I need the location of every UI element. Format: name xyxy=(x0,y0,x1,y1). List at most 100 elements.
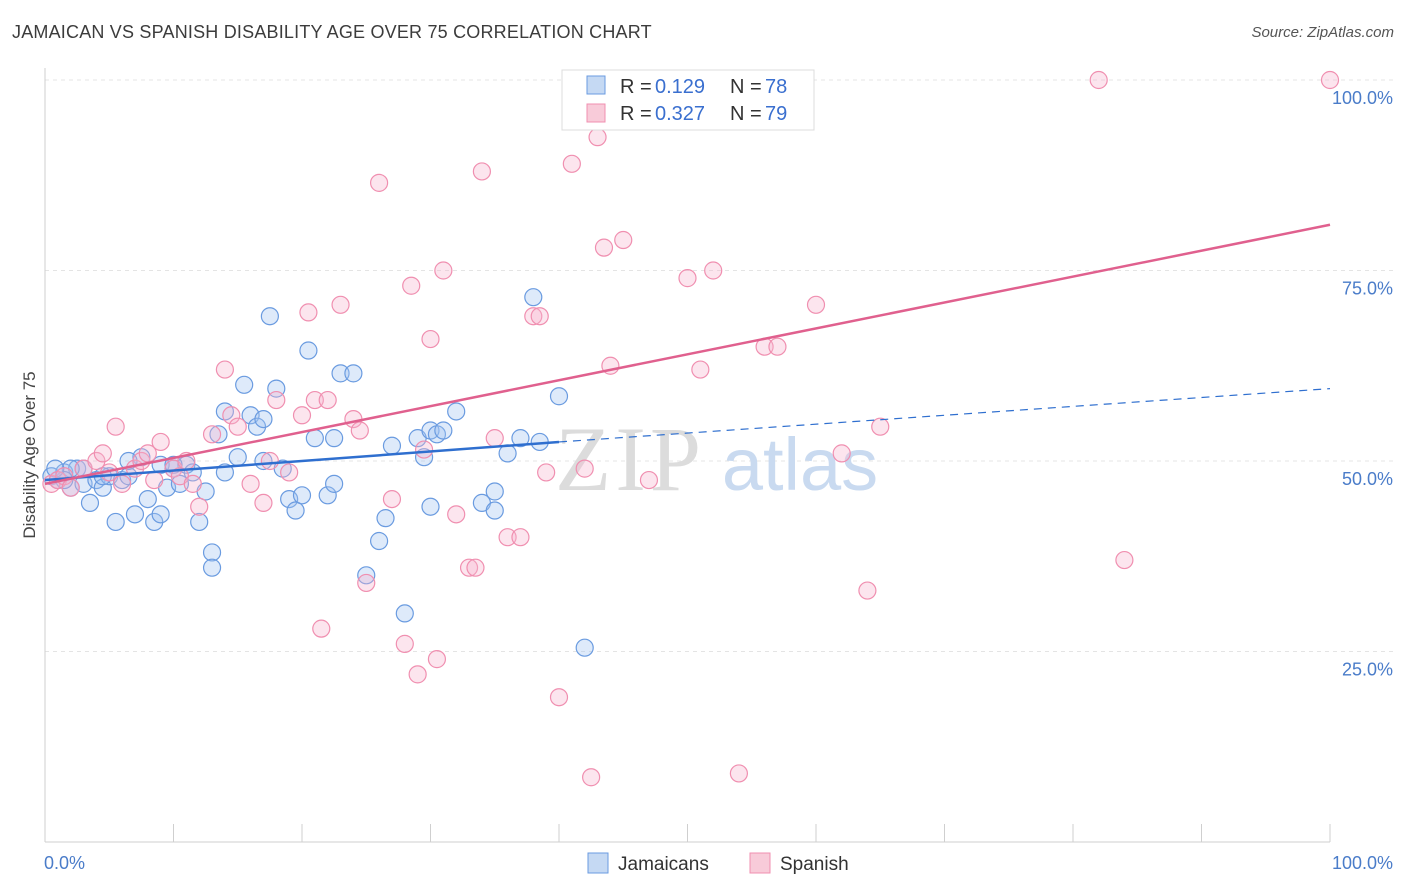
spanish-point xyxy=(395,634,414,653)
spanish-point xyxy=(1320,70,1340,90)
spanish-point xyxy=(292,406,312,425)
legend-spanish-r-label: R = xyxy=(620,103,652,125)
watermark-atlas: atlas xyxy=(722,423,878,506)
chart-title: JAMAICAN VS SPANISH DISABILITY AGE OVER … xyxy=(12,22,652,42)
spanish-point xyxy=(350,421,369,440)
jamaicans-trend-line xyxy=(44,440,560,482)
spanish-point xyxy=(222,406,241,425)
spanish-point xyxy=(832,444,851,463)
y-tick-label: 50.0% xyxy=(1342,469,1393,489)
spanish-point xyxy=(485,429,504,448)
jamaicans-point xyxy=(190,512,209,532)
spanish-point xyxy=(582,768,601,787)
jamaicans-point xyxy=(228,448,247,467)
jamaicans-point xyxy=(549,387,569,406)
spanish-point xyxy=(575,459,594,478)
spanish-point xyxy=(871,417,890,436)
y-tick-label: 100.0% xyxy=(1332,88,1393,108)
jamaicans-point xyxy=(511,429,530,448)
jamaicans-point xyxy=(434,421,453,440)
spanish-point xyxy=(228,417,247,436)
legend-spanish-r-value: 0.327 xyxy=(655,103,705,125)
trend-lines xyxy=(44,223,1331,486)
spanish-point xyxy=(202,425,222,444)
jamaicans-point xyxy=(331,364,350,383)
spanish-point xyxy=(549,688,569,707)
spanish-point xyxy=(370,173,389,192)
gridlines xyxy=(45,79,1395,652)
jamaicans-point xyxy=(421,497,440,516)
spanish-point xyxy=(357,573,376,593)
spanish-point xyxy=(215,360,234,379)
jamaicans-point xyxy=(145,512,164,532)
spanish-point xyxy=(729,764,749,783)
jamaicans-point xyxy=(485,501,504,520)
spanish-point xyxy=(331,295,350,314)
spanish-point xyxy=(434,261,453,280)
jamaicans-point xyxy=(376,509,395,528)
spanish-point xyxy=(106,417,125,436)
jamaicans-point xyxy=(325,474,344,493)
spanish-point xyxy=(402,276,421,295)
spanish-point xyxy=(61,478,80,497)
spanish-point xyxy=(1115,550,1134,570)
jamaicans-trend-extension xyxy=(558,388,1331,443)
spanish-point xyxy=(382,490,402,509)
legend-spanish-n-label: N = xyxy=(730,103,762,125)
spanish-point xyxy=(691,360,710,379)
spanish-point xyxy=(312,619,331,638)
legend-jamaicans-r-label: R = xyxy=(620,76,652,98)
jamaicans-point xyxy=(395,604,414,623)
bottom-legend-jamaicans-label: Jamaicans xyxy=(618,854,709,875)
jamaicans-point xyxy=(209,425,228,444)
jamaicans-point xyxy=(106,512,125,532)
spanish-point xyxy=(537,463,556,482)
jamaicans-point xyxy=(260,307,279,326)
jamaicans-point xyxy=(202,543,222,562)
x-tick-max: 100.0% xyxy=(1332,853,1393,873)
spanish-point xyxy=(806,295,826,314)
legend-jamaicans-n-value: 78 xyxy=(765,76,787,98)
jamaicans-point xyxy=(325,429,344,448)
jamaicans-point xyxy=(247,417,267,436)
spanish-point xyxy=(459,558,479,577)
spanish-point xyxy=(588,128,607,147)
bottom-legend-spanish-swatch xyxy=(749,852,771,874)
spanish-point xyxy=(421,329,440,349)
y-tick-label: 75.0% xyxy=(1342,279,1393,299)
spanish-point xyxy=(190,497,209,516)
spanish-point xyxy=(472,162,491,181)
spanish-point xyxy=(614,230,633,250)
jamaicans-point xyxy=(357,566,376,585)
top-legend: R = 0.129 N = 78 R = 0.327 N = 79 xyxy=(561,69,815,131)
spanish-point xyxy=(254,493,273,513)
spanish-point xyxy=(1089,70,1108,90)
spanish-point xyxy=(511,528,530,547)
jamaicans-point xyxy=(575,638,594,657)
jamaicans-point xyxy=(138,490,157,509)
spanish-point xyxy=(704,261,723,280)
spanish-trend-line xyxy=(44,223,1331,486)
jamaicans-point xyxy=(151,505,170,524)
bottom-legend: Jamaicans Spanish xyxy=(587,852,849,875)
spanish-point xyxy=(524,307,543,326)
spanish-point xyxy=(562,154,581,173)
watermark: ZIP atlas xyxy=(555,408,878,510)
spanish-point xyxy=(408,665,427,684)
spanish-point xyxy=(112,474,132,493)
jamaicans-point xyxy=(370,531,389,551)
spanish-point xyxy=(151,432,170,452)
spanish-point xyxy=(93,444,112,463)
chart-source: Source: ZipAtlas.com xyxy=(1251,24,1394,41)
spanish-point xyxy=(414,440,434,459)
legend-jamaicans-n-label: N = xyxy=(730,76,762,98)
jamaicans-point xyxy=(286,501,305,520)
spanish-point xyxy=(447,505,466,524)
jamaicans-point xyxy=(202,558,222,577)
jamaicans-point xyxy=(447,402,466,421)
jamaicans-point xyxy=(305,429,324,448)
jamaicans-point xyxy=(125,505,145,524)
spanish-point xyxy=(241,474,260,493)
jamaicans-point xyxy=(524,288,543,307)
